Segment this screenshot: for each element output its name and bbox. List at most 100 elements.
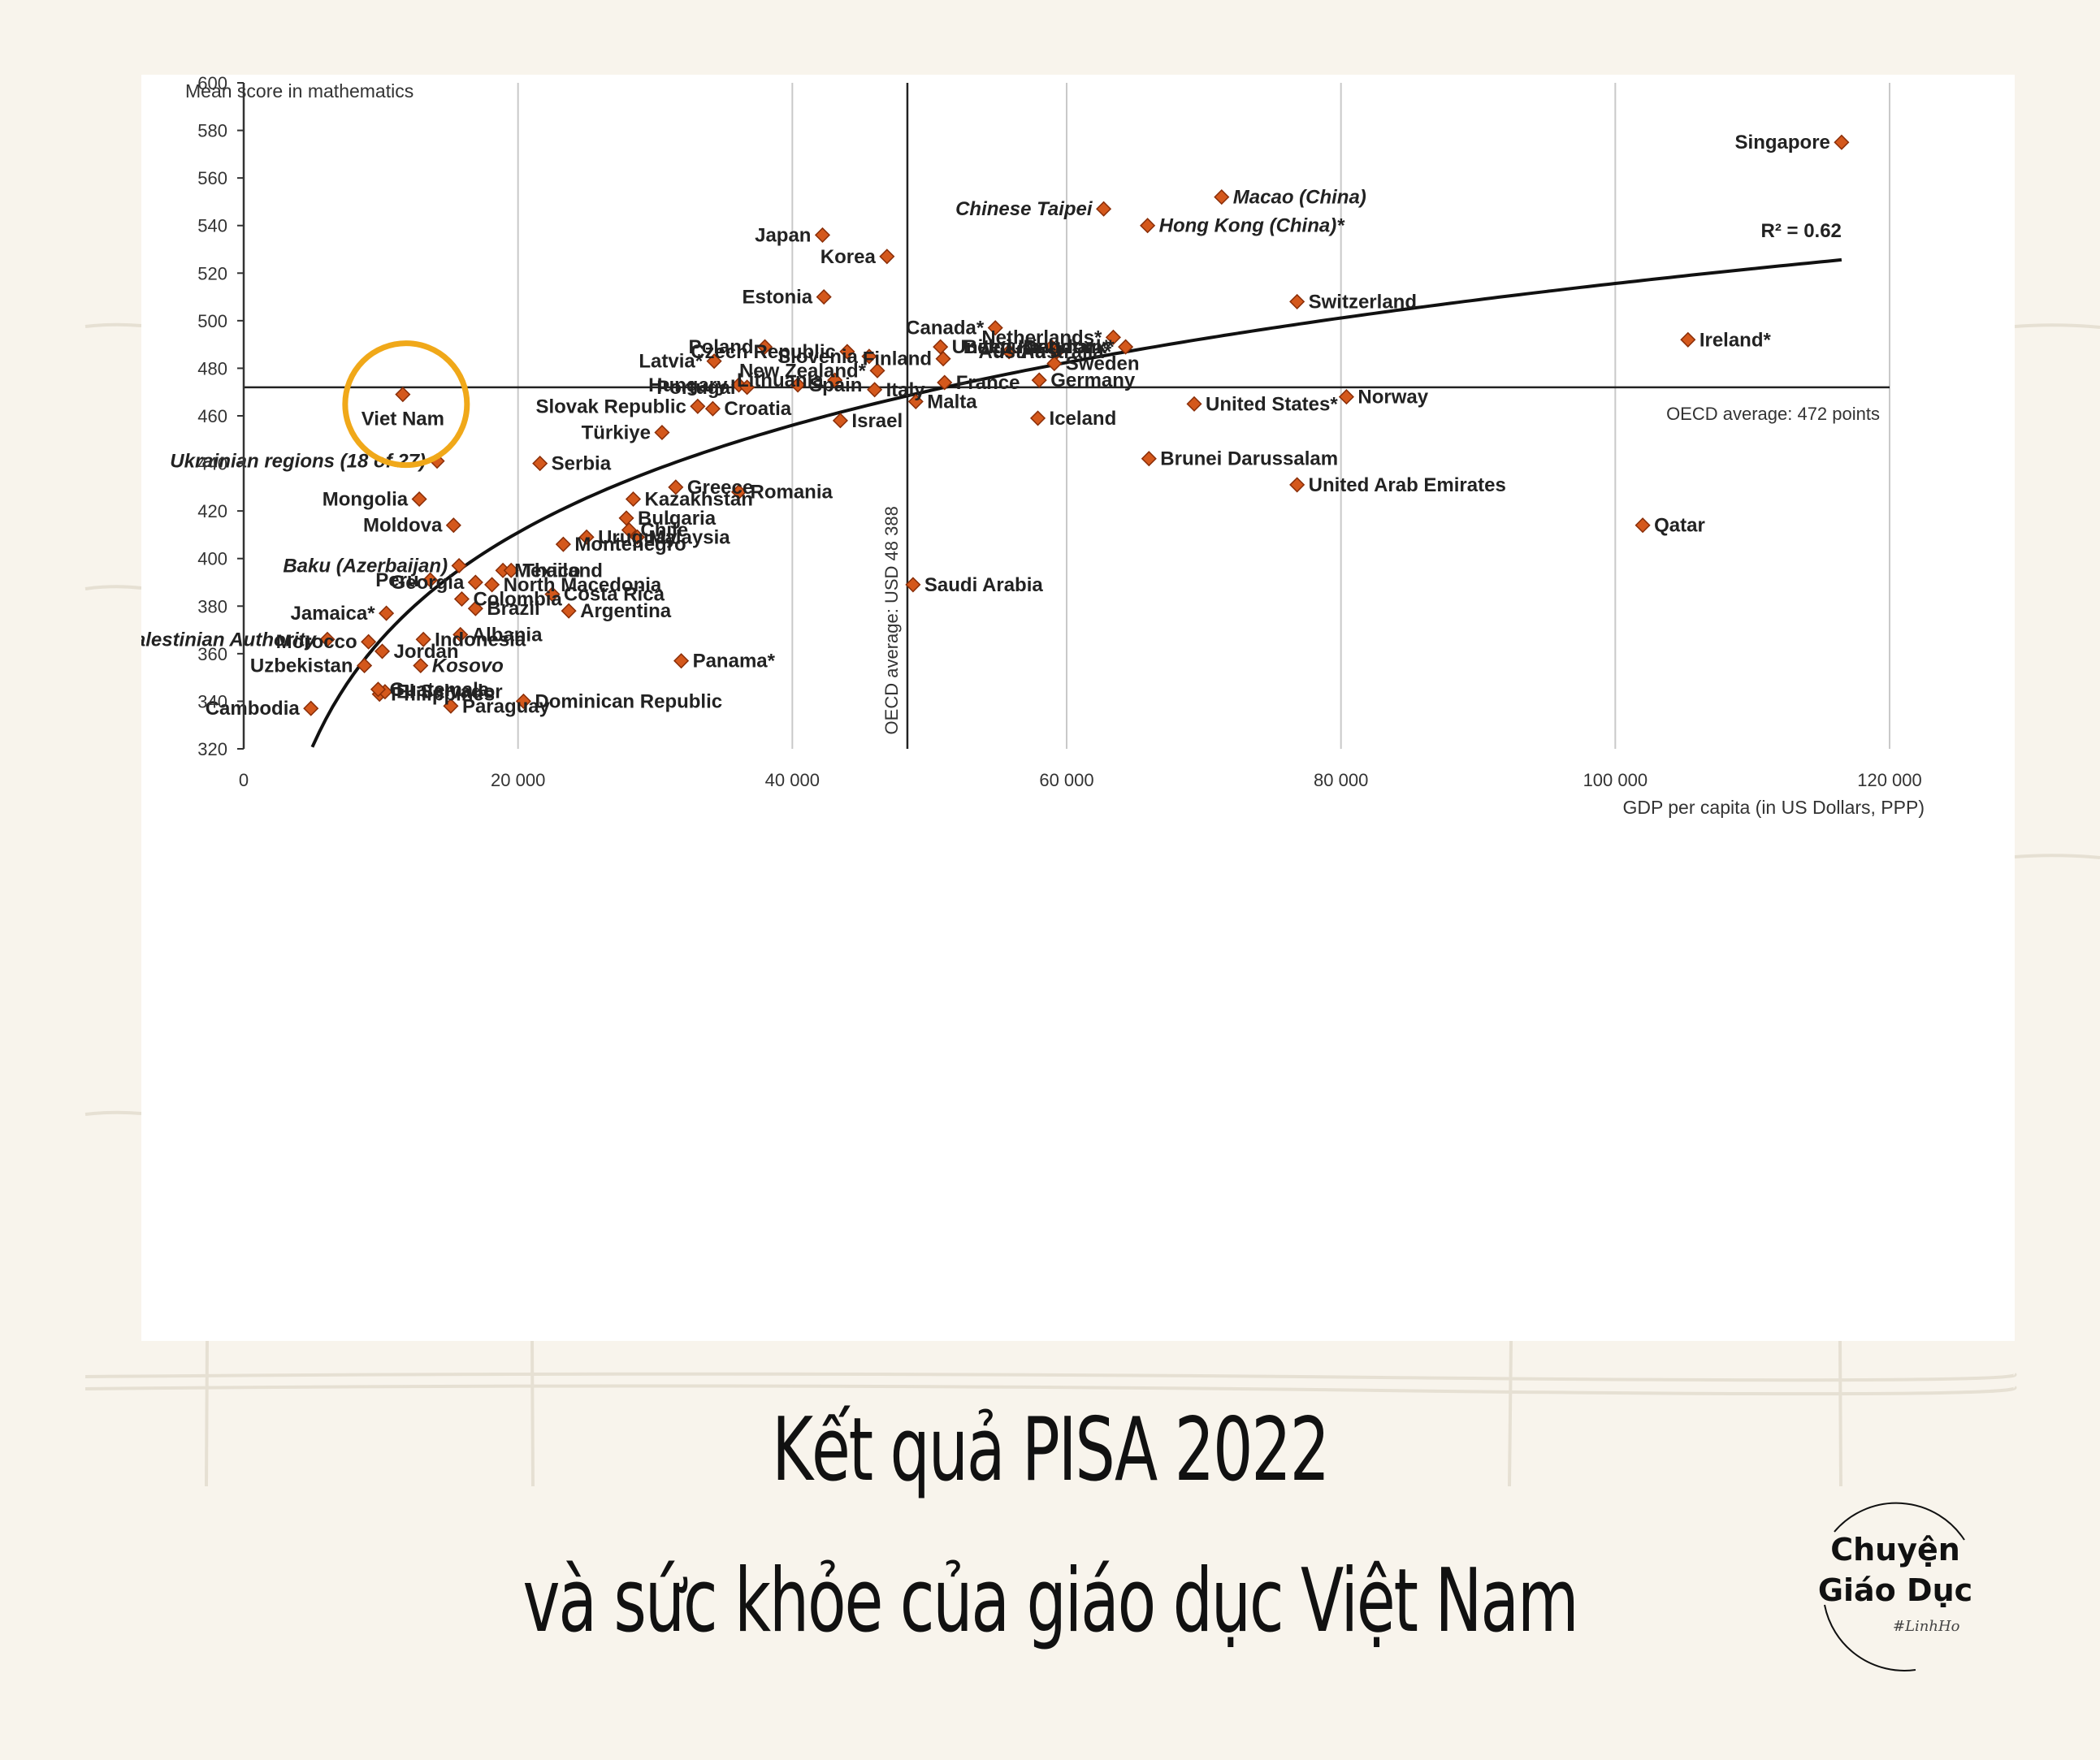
label-guatemala: Guatemala xyxy=(389,679,489,701)
x-tick-label: 20 000 xyxy=(491,770,545,790)
point-mexico xyxy=(495,562,511,578)
label-cambodia: Cambodia xyxy=(206,698,301,720)
chart-canvas: OECD average: 472 points OECD average: US… xyxy=(141,75,1925,818)
label-japan: Japan xyxy=(755,224,811,246)
point-hong-kong-china xyxy=(1140,218,1156,234)
x-tick-label: 40 000 xyxy=(765,770,820,790)
label-united-states: United States* xyxy=(1206,393,1338,415)
point-dominican-republic xyxy=(515,693,531,709)
y-tick-label: 380 xyxy=(197,596,227,616)
label-baku-azerbaijan: Baku (Azerbaijan) xyxy=(283,556,448,577)
point-lithuania xyxy=(827,372,843,388)
label-sweden: Sweden xyxy=(1066,353,1140,375)
label-bulgaria: Bulgaria xyxy=(638,508,717,530)
label-brazil: Brazil xyxy=(487,598,539,620)
label-serbia: Serbia xyxy=(552,453,612,475)
point-morocco xyxy=(361,634,377,650)
label-spain: Spain xyxy=(809,374,862,396)
point-iceland xyxy=(1029,410,1046,426)
point-baku-azerbaijan xyxy=(451,557,467,574)
point-uzbekistan xyxy=(357,657,373,674)
label-argentina: Argentina xyxy=(580,600,672,622)
point-latvia xyxy=(706,353,722,370)
label-north-macedonia: North Macedonia xyxy=(504,574,662,596)
label-peru: Peru xyxy=(375,569,418,591)
label-switzerland: Switzerland xyxy=(1309,291,1417,313)
trend-curve xyxy=(310,257,1842,748)
x-tick-label: 60 000 xyxy=(1039,770,1093,790)
brand-title-line-1: Chuyện xyxy=(1830,1532,1960,1568)
label-austria: Austria xyxy=(978,341,1046,363)
label-croatia: Croatia xyxy=(724,398,791,420)
point-switzerland xyxy=(1289,293,1305,309)
point-germany xyxy=(1031,372,1047,388)
label-malta: Malta xyxy=(927,391,977,413)
label-morocco: Morocco xyxy=(276,631,357,653)
point-netherlands xyxy=(1105,329,1121,345)
label-czech-republic: Czech Republic xyxy=(691,341,836,363)
label-norway: Norway xyxy=(1357,387,1428,409)
label-italy: Italy xyxy=(886,379,926,401)
headline-line-2: và sức khỏe của giáo dục Việt Nam xyxy=(522,1550,1579,1652)
point-israel xyxy=(832,413,848,429)
x-tick-label: 120 000 xyxy=(1857,770,1922,790)
point-saudi-arabia xyxy=(905,577,921,593)
label-israel: Israel xyxy=(851,410,903,432)
point-argentina xyxy=(561,603,577,619)
label-united-arab-emirates: United Arab Emirates xyxy=(1309,474,1506,496)
label-paraguay: Paraguay xyxy=(462,695,551,717)
y-axis-title: Mean score in mathematics xyxy=(185,80,414,102)
point-panama xyxy=(673,653,690,669)
point-thailand xyxy=(503,562,519,578)
label-slovak-republic: Slovak Republic xyxy=(535,396,686,417)
point-moldova xyxy=(445,517,461,534)
point-italy xyxy=(867,382,883,398)
label-palestinian-authority: Palestinian Authority xyxy=(141,629,318,651)
point-austria xyxy=(1049,344,1065,360)
point-united-arab-emirates xyxy=(1289,477,1305,493)
label-jamaica: Jamaica* xyxy=(290,603,375,625)
label-saudi-arabia: Saudi Arabia xyxy=(924,574,1043,596)
point-new-zealand xyxy=(869,362,885,378)
point-albania xyxy=(452,626,469,642)
point-greece xyxy=(668,479,684,495)
point-brunei-darussalam xyxy=(1141,451,1157,467)
point-paraguay xyxy=(443,698,459,714)
label-singapore: Singapore xyxy=(1735,132,1830,154)
y-tick-label: 400 xyxy=(197,549,227,569)
label-greece: Greece xyxy=(687,477,753,499)
point-malaysia xyxy=(630,529,646,545)
oecd-reference-lines: OECD average: 472 points OECD average: US… xyxy=(244,83,1890,749)
label-thailand: Thailand xyxy=(522,560,603,582)
oecd-average-gdp-label: OECD average: USD 48 388 xyxy=(881,506,902,734)
label-jordan: Jordan xyxy=(394,641,459,663)
point-peru xyxy=(422,572,439,588)
label-costa-rica: Costa Rica xyxy=(564,584,665,606)
headline-line-1: Kết quả PISA 2022 xyxy=(772,1399,1330,1501)
r-squared-label: R² = 0.62 xyxy=(1761,220,1842,242)
label-hong-kong-china: Hong Kong (China)* xyxy=(1159,215,1346,237)
label-australia: Australia* xyxy=(1020,341,1112,363)
point-croatia xyxy=(704,400,721,417)
y-tick-label: 500 xyxy=(197,311,227,331)
y-tick-label: 320 xyxy=(197,739,227,759)
label-lithuania: Lithuania xyxy=(737,370,824,391)
label-macao-china: Macao (China) xyxy=(1233,187,1366,209)
point-united-states xyxy=(1186,396,1202,412)
label-georgia: Georgia xyxy=(391,572,465,594)
point-montenegro xyxy=(555,536,571,552)
point-kazakhstan xyxy=(625,491,642,508)
point-indonesia xyxy=(415,631,431,647)
point-bulgaria xyxy=(618,510,634,526)
label-albania: Albania xyxy=(472,624,543,646)
point-brazil xyxy=(467,600,483,616)
point-united-kingdom xyxy=(933,339,949,355)
brand-logo: Chuyện Giáo Dục #LinhHo xyxy=(1802,1483,1989,1686)
brand-title-line-2: Giáo Dục xyxy=(1817,1572,1973,1608)
point-jordan xyxy=(374,643,391,659)
y-tick-label: 440 xyxy=(197,454,227,474)
point-ireland xyxy=(1680,331,1696,348)
point-guatemala xyxy=(370,681,387,698)
label-united-kingdom: United Kingdom* xyxy=(952,336,1111,358)
